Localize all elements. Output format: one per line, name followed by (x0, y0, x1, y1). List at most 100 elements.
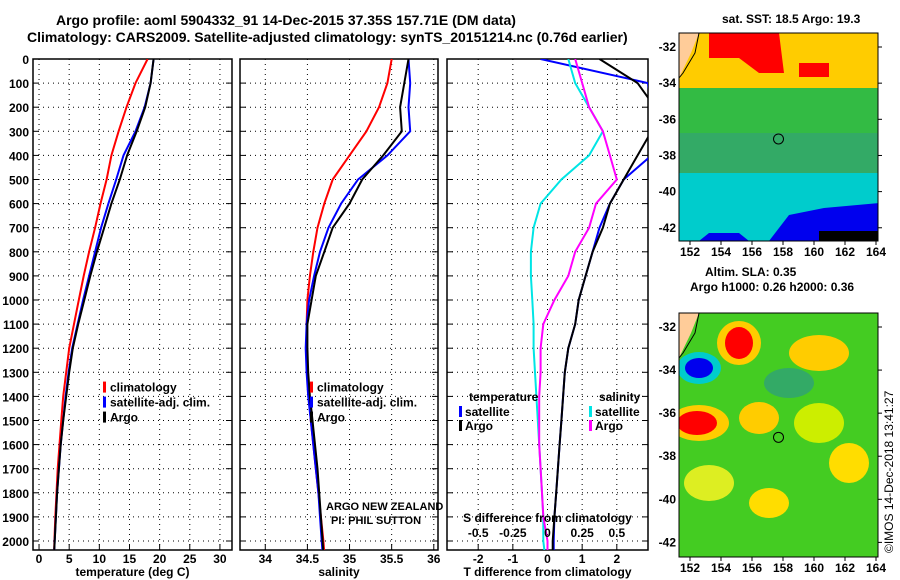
s-tick-label: -0.25 (499, 526, 527, 540)
plot-frame (32, 58, 233, 551)
sst-map-title: sat. SST: 18.5 Argo: 19.3 (722, 12, 861, 26)
sst-green (679, 88, 878, 138)
s-tick-label: 0.25 (570, 526, 594, 540)
legend-label: satellite (595, 405, 640, 419)
legend-label: climatology (110, 381, 177, 395)
lon-tick-label: 152 (680, 245, 700, 259)
legend-swatch (589, 406, 592, 417)
lon-tick-label: 160 (804, 245, 824, 259)
s-tick-label: -0.5 (468, 526, 489, 540)
x-tick-label: 25 (183, 552, 197, 566)
sla-anomaly-blob (794, 403, 844, 443)
series-line-argo (53, 59, 155, 550)
lon-tick-label: 156 (742, 561, 762, 575)
lon-tick-label: 162 (835, 561, 855, 575)
lat-tick-label: -40 (659, 492, 677, 506)
sla-anomaly-blob (679, 411, 717, 435)
sla-anomaly-blob (749, 488, 789, 518)
sla-map-title: Altim. SLA: 0.35 (705, 265, 797, 279)
map-frame (678, 312, 879, 558)
legend-label: satellite-adj. clim. (317, 396, 417, 410)
figure-title: Argo profile: aoml 5904332_91 14-Dec-201… (56, 12, 516, 28)
depth-tick-label: 800 (9, 246, 29, 260)
depth-tick-label: 1900 (2, 511, 29, 525)
lon-tick-label: 160 (804, 561, 824, 575)
lon-tick-label: 154 (711, 561, 731, 575)
series-line-argo (538, 59, 618, 550)
lat-tick-label: -42 (659, 221, 677, 235)
x-tick-label: 10 (93, 552, 107, 566)
x-tick-label: 15 (123, 552, 137, 566)
sst-blue (699, 233, 749, 241)
figure-subtitle: Climatology: CARS2009. Satellite-adjuste… (27, 29, 628, 45)
legend-title-salinity: salinity (599, 390, 641, 404)
lat-tick-label: -38 (659, 148, 677, 162)
legend-title-temperature: temperature (469, 390, 539, 404)
argo-float-marker (773, 431, 785, 443)
depth-tick-label: 900 (9, 270, 29, 284)
x-tick-label: 5 (66, 552, 73, 566)
depth-tick-label: 1100 (3, 318, 29, 332)
legend-swatch (310, 411, 313, 423)
legend-swatch (103, 411, 106, 423)
coastline (679, 33, 700, 79)
x-tick-label: 34 (259, 552, 273, 566)
legend-swatch (459, 406, 462, 417)
x-axis-label: T difference from climatology (463, 565, 631, 579)
profile-panel-2: 34 34.5 35 35.5 36 salinity climatologysatelli… (239, 58, 441, 579)
lon-tick-label: 158 (773, 561, 793, 575)
sla-anomaly-blob (764, 368, 814, 398)
sla-anomaly-blob (684, 465, 734, 501)
lat-tick-label: -32 (659, 320, 677, 334)
s-axis-label: S difference from climatology (463, 511, 632, 525)
x-tick-label: 35 (343, 552, 357, 566)
depth-tick-label: 600 (9, 198, 29, 212)
lon-tick-label: 158 (773, 245, 793, 259)
sla-anomaly-blob (739, 402, 779, 434)
lat-tick-label: -36 (659, 112, 677, 126)
sla-map: 152 154 156 158 160 162 164 -32 -34 -36 -38 -40 -42 (659, 312, 886, 575)
coastline (679, 313, 700, 359)
sst-red (799, 63, 829, 77)
legend-swatch (103, 381, 106, 393)
series-line-satellite-adj--clim- (53, 59, 155, 550)
x-tick-label: 30 (213, 552, 227, 566)
x-tick-label: 0 (36, 552, 43, 566)
series-line-climatology (305, 59, 393, 550)
legend-label: Argo (317, 411, 345, 425)
s-tick-label: 0 (544, 526, 551, 540)
legend-swatch (310, 381, 313, 393)
legend-swatch (589, 420, 592, 431)
depth-tick-label: 0 (22, 53, 29, 67)
x-axis-label: temperature (deg C) (75, 565, 189, 579)
depth-tick-label: 1800 (2, 487, 29, 501)
sla-anomaly-blob (789, 335, 849, 371)
sla-anomaly-blob (685, 358, 713, 378)
lon-tick-label: 164 (866, 561, 886, 575)
sst-map: 152 154 156 158 160 162 164 -32 -34 -36 -38 -40 -42 (659, 32, 886, 259)
map-field (679, 313, 878, 557)
lon-tick-label: 162 (835, 245, 855, 259)
map-frame (678, 32, 879, 242)
argo-float-marker (773, 133, 785, 145)
legend-swatch (459, 420, 462, 431)
legend-label: satellite (465, 405, 510, 419)
land-australia (679, 33, 699, 78)
annotation-program: ARGO NEW ZEALAND (326, 501, 443, 513)
series-line-satellite-adj--clim- (304, 59, 412, 550)
map-field (679, 33, 878, 241)
plot-frame (239, 58, 439, 551)
lon-tick-label: 152 (680, 561, 700, 575)
depth-tick-label: 1600 (2, 439, 29, 453)
depth-tick-label: 2000 (2, 535, 29, 549)
legend-label: satellite-adj. clim. (110, 396, 210, 410)
depth-tick-label: 100 (9, 77, 29, 91)
sla-anomaly-blob (829, 443, 869, 483)
depth-tick-label: 1200 (2, 342, 29, 356)
legend-swatch (103, 396, 106, 408)
depth-tick-label: 1300 (2, 366, 29, 380)
lat-tick-label: -40 (659, 185, 677, 199)
lat-tick-label: -42 (659, 535, 677, 549)
